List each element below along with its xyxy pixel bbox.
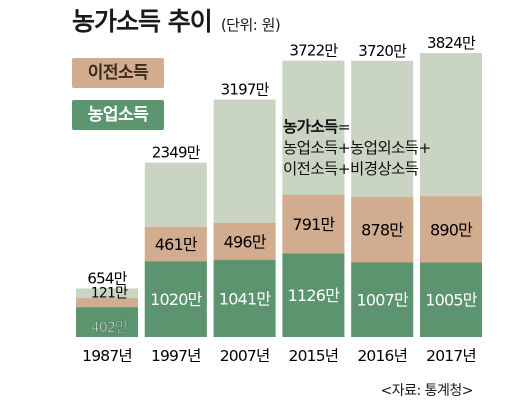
transfer-value-label-4: 878만 (361, 221, 404, 240)
transfer-income-bar-4 (351, 197, 414, 263)
chart-title: 농가소득 추이 (72, 7, 213, 36)
transfer-value-label-0: 121만 (91, 286, 128, 302)
farm-income-bar-0 (76, 307, 138, 337)
farm-income-bar-2 (213, 259, 276, 337)
note-line-2: 이전소득+비경상소득 (283, 160, 419, 178)
category-label-4: 2016년 (357, 347, 407, 365)
farm-income-bar-5 (420, 262, 482, 337)
definition-note: 농가소득= 농업소득+농업외소득+ 이전소득+비경상소득 (283, 117, 431, 180)
source-label: <자료: 통계청> (380, 383, 473, 399)
transfer-income-bar-1 (144, 227, 207, 262)
total-value-label-1: 2349만 (152, 144, 201, 162)
farm-value-label-0: 402만 (91, 320, 128, 336)
legend-farm-income: 농업소득 (72, 100, 164, 130)
farm-income-bar-1 (144, 261, 207, 337)
unit-label: (단위: 원) (220, 16, 281, 34)
category-label-5: 2017년 (426, 347, 476, 365)
farm-income-bar-4 (351, 262, 414, 337)
transfer-income-bar-5 (420, 196, 482, 263)
transfer-value-label-2: 496만 (224, 232, 267, 251)
farm-income-bar-3 (282, 253, 345, 337)
category-label-1: 1997년 (151, 347, 201, 365)
total-value-label-2: 3197만 (221, 81, 270, 99)
note-equals: = (337, 118, 351, 136)
legend-transfer-income: 이전소득 (72, 58, 164, 88)
chart-title-block: 농가소득 추이 (단위: 원) (72, 2, 281, 38)
total-value-label-3: 3722만 (289, 42, 338, 60)
total-value-label-0: 654만 (87, 269, 127, 287)
total-value-label-5: 3824만 (427, 34, 476, 52)
farm-value-label-1: 1020만 (150, 290, 203, 309)
transfer-value-label-1: 461만 (155, 235, 198, 254)
farm-value-label-2: 1041만 (219, 289, 272, 308)
farm-value-label-4: 1007만 (356, 291, 409, 310)
transfer-income-bar-2 (213, 222, 276, 260)
farm-value-label-3: 1126만 (288, 286, 341, 305)
transfer-value-label-5: 890만 (430, 220, 473, 239)
note-title: 농가소득 (283, 118, 338, 136)
transfer-income-bar-3 (282, 194, 345, 254)
farm-value-label-5: 1005만 (425, 291, 478, 310)
transfer-value-label-3: 791만 (292, 215, 335, 234)
category-label-0: 1987년 (82, 347, 132, 365)
category-label-3: 2015년 (289, 347, 339, 365)
category-label-2: 2007년 (220, 347, 270, 365)
note-line-1: 농업소득+농업외소득+ (283, 139, 431, 157)
transfer-income-bar-0 (76, 298, 138, 308)
total-value-label-4: 3720만 (358, 42, 407, 60)
